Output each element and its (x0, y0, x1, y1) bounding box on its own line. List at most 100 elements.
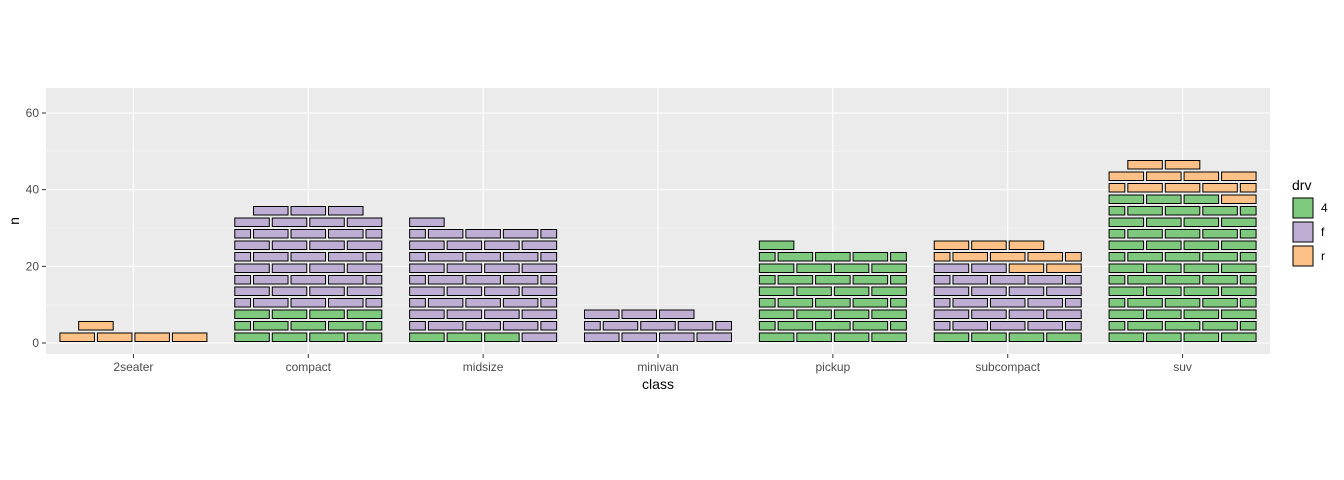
brick (465, 298, 501, 308)
brick (427, 275, 464, 285)
brick (933, 263, 970, 273)
brick (1108, 206, 1126, 216)
brick (328, 206, 364, 216)
brick (989, 252, 1026, 262)
brick (365, 275, 383, 285)
brick (1202, 229, 1238, 239)
brick (309, 263, 345, 273)
brick (1046, 332, 1082, 342)
brick (584, 309, 620, 319)
brick (971, 309, 1007, 319)
brick (890, 298, 907, 308)
brick (409, 309, 445, 319)
brick (465, 321, 501, 331)
brick (309, 332, 345, 342)
brick (1239, 321, 1257, 331)
brick (502, 321, 539, 331)
brick (234, 263, 270, 273)
brick (253, 229, 289, 239)
brick (234, 332, 270, 342)
brick (933, 240, 970, 250)
brick (1202, 252, 1238, 262)
legend-title: drv (1292, 177, 1311, 193)
brick (1183, 171, 1220, 181)
brick (1146, 217, 1182, 227)
x-tick-label: compact (286, 360, 332, 374)
brick (365, 252, 383, 262)
brick (465, 229, 501, 239)
brick (659, 332, 695, 342)
legend-label: f (1321, 225, 1325, 239)
brick (1108, 321, 1126, 331)
y-axis: 0 20 40 60 (26, 106, 46, 350)
brick (758, 252, 776, 262)
brick (409, 263, 445, 273)
brick (1108, 240, 1145, 250)
brick (1008, 240, 1045, 250)
brick (758, 240, 795, 250)
brick (1221, 263, 1257, 273)
brick (502, 275, 539, 285)
brick (584, 321, 601, 331)
brick (852, 298, 889, 308)
bricks (59, 160, 1257, 342)
brick (1108, 332, 1145, 342)
brick (484, 309, 520, 319)
brick (521, 263, 558, 273)
brick (290, 206, 327, 216)
brick (933, 321, 951, 331)
brick (328, 298, 364, 308)
brick (540, 275, 558, 285)
brick (1146, 194, 1182, 204)
brick (290, 229, 327, 239)
brick (871, 332, 907, 342)
brick (890, 275, 907, 285)
brick (933, 252, 951, 262)
legend-key (1292, 221, 1314, 243)
brick (346, 240, 383, 250)
brick (409, 332, 445, 342)
brick (1164, 183, 1201, 193)
legend-key (1292, 197, 1314, 219)
x-axis: 2seater compact midsize minivan pickup subcom… (113, 354, 1192, 374)
brick (971, 286, 1007, 296)
brick (1027, 298, 1063, 308)
brick (271, 217, 308, 227)
brick (290, 321, 327, 331)
y-axis-title: n (6, 217, 22, 225)
brick (852, 252, 889, 262)
brick (890, 321, 907, 331)
brick (677, 321, 714, 331)
brick (1146, 286, 1182, 296)
brick (446, 332, 483, 342)
brick (933, 275, 951, 285)
brick (446, 309, 483, 319)
brick (309, 240, 345, 250)
brick (1008, 332, 1045, 342)
brick (409, 298, 426, 308)
brick (328, 229, 364, 239)
brick (1108, 171, 1145, 181)
x-tick-label: minivan (637, 360, 678, 374)
brick (427, 252, 464, 262)
brick (540, 252, 558, 262)
x-tick-label: suv (1173, 360, 1192, 374)
brick (1046, 309, 1082, 319)
brick (365, 229, 383, 239)
brick (1239, 298, 1257, 308)
brick (1127, 206, 1163, 216)
brick (989, 321, 1026, 331)
brick (971, 240, 1007, 250)
brick (852, 275, 889, 285)
brick (346, 332, 383, 342)
brick (1064, 275, 1082, 285)
legend-label: r (1321, 249, 1325, 263)
brick (1221, 171, 1257, 181)
brick (758, 309, 795, 319)
brick (758, 298, 776, 308)
brick (271, 332, 308, 342)
brick (234, 240, 270, 250)
brick (1027, 252, 1063, 262)
y-tick-label: 20 (26, 259, 40, 273)
brick (540, 229, 558, 239)
